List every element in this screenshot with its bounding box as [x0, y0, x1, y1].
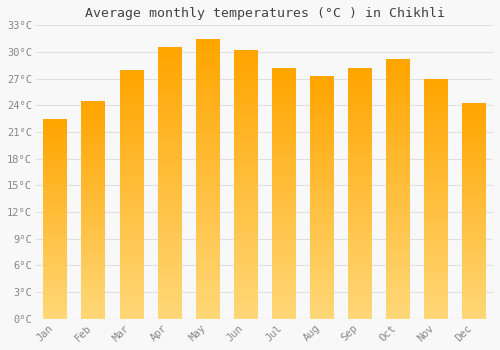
- Bar: [386, 59, 409, 318]
- Bar: [424, 79, 448, 318]
- Bar: [272, 68, 295, 318]
- Bar: [462, 104, 486, 318]
- Bar: [44, 119, 67, 318]
- Bar: [158, 48, 181, 319]
- Title: Average monthly temperatures (°C ) in Chikhli: Average monthly temperatures (°C ) in Ch…: [84, 7, 444, 20]
- Bar: [310, 76, 334, 318]
- Bar: [348, 68, 372, 318]
- Bar: [234, 50, 258, 318]
- Bar: [82, 101, 105, 319]
- Bar: [196, 38, 220, 318]
- Bar: [120, 70, 143, 318]
